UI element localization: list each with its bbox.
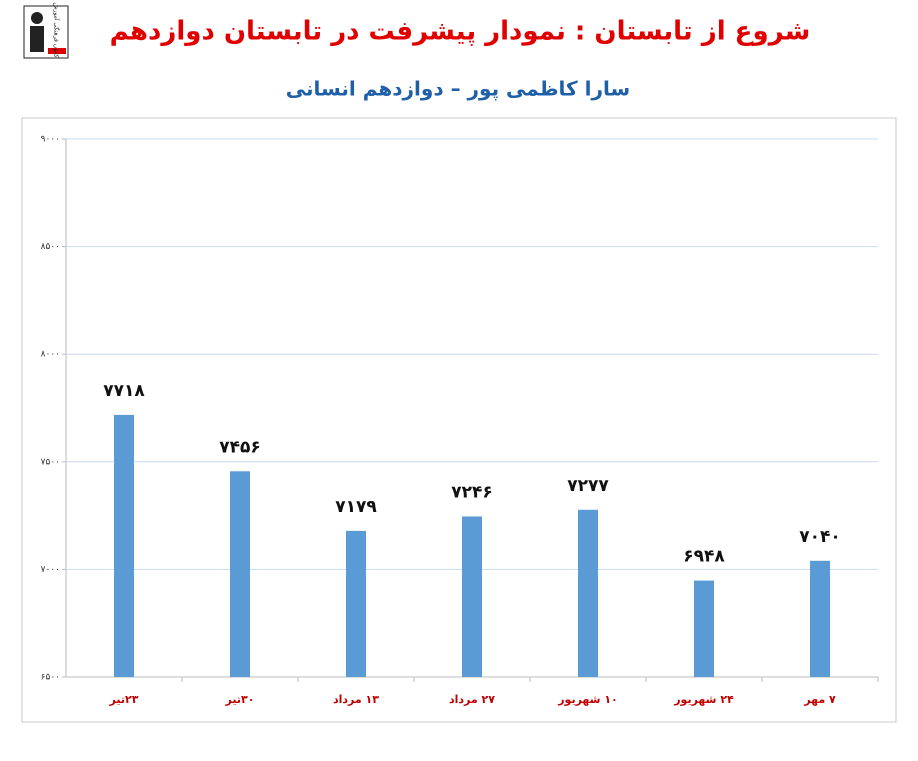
x-tick-label: ۱۰ شهریور [557, 693, 618, 706]
bar [810, 560, 830, 677]
logo: کانون فرهنگی آموزش [23, 2, 69, 59]
value-label: ۷۴۵۶ [219, 437, 261, 457]
y-tick-label: ۸۰۰۰ [41, 350, 60, 360]
value-label: ۷۲۷۷ [567, 476, 609, 496]
value-label: ۷۷۱۸ [103, 381, 145, 401]
y-tick-label: ۷۵۰۰ [41, 457, 60, 467]
bar [114, 414, 134, 677]
x-tick-label: ۲۴ شهریور [673, 693, 734, 706]
chart-subtitle: سارا کاظمی پور – دوازدهم انسانی [286, 77, 630, 102]
value-label: ۷۱۷۹ [335, 497, 377, 517]
value-label: ۷۰۴۰ [799, 527, 841, 547]
value-label: ۶۹۴۸ [683, 547, 725, 567]
y-tick-label: ۹۰۰۰ [41, 135, 60, 145]
logo-icon [31, 12, 43, 24]
x-tick-label: ۲۷ مرداد [449, 693, 495, 706]
y-tick-label: ۸۵۰۰ [41, 242, 60, 252]
chart-title: شروع از تابستان : نمودار پیشرفت در تابست… [110, 17, 811, 47]
x-tick-label: ۳۰تیر [225, 693, 255, 706]
y-tick-label: ۶۵۰۰ [41, 673, 60, 683]
x-tick-label: ۱۳ مرداد [333, 693, 379, 706]
plot-frame [21, 117, 897, 723]
bar [578, 509, 598, 677]
y-tick-label: ۷۰۰۰ [41, 565, 60, 575]
bar [230, 471, 250, 677]
logo-icon [30, 26, 44, 52]
x-tick-label: ۲۳تیر [109, 693, 139, 706]
logo-icon [48, 48, 66, 54]
bar [462, 516, 482, 677]
logo-text: کانون فرهنگی آموزش [53, 2, 62, 57]
bar [694, 580, 714, 677]
x-tick-label: ۷ مهر [803, 693, 836, 706]
value-label: ۷۲۴۶ [451, 482, 493, 502]
bar [346, 530, 366, 677]
